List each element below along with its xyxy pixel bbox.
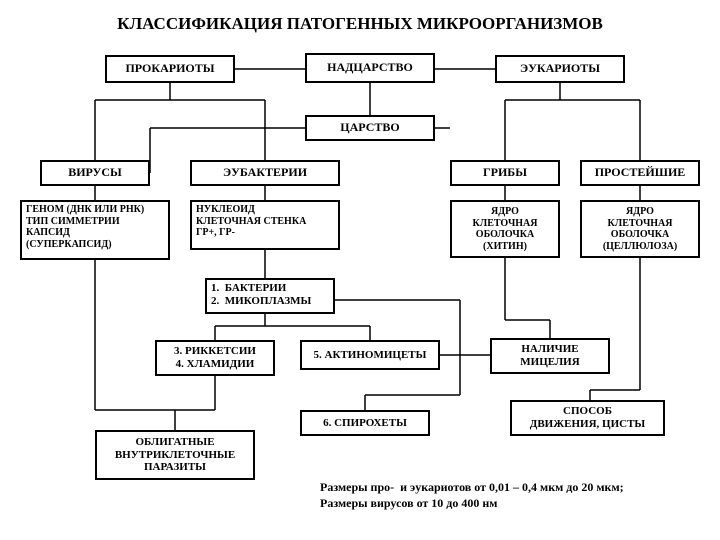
node-bakterii-mikoplazmy: 1. БАКТЕРИИ 2. МИКОПЛАЗМЫ [205,278,335,314]
node-nalichie-miceliya: НАЛИЧИЕ МИЦЕЛИЯ [490,338,610,374]
diagram-title: КЛАССИФИКАЦИЯ ПАТОГЕННЫХ МИКРООРГАНИЗМОВ [0,14,720,34]
node-aktinomicety: 5. АКТИНОМИЦЕТЫ [300,340,440,370]
node-detail-griby: ЯДРО КЛЕТОЧНАЯ ОБОЛОЧКА (ХИТИН) [450,200,560,258]
node-griby: ГРИБЫ [450,160,560,186]
node-detail-eubakterii: НУКЛЕОИД КЛЕТОЧНАЯ СТЕНКА ГР+, ГР- [190,200,340,250]
node-detail-prostejshie: ЯДРО КЛЕТОЧНАЯ ОБОЛОЧКА (ЦЕЛЛЮЛОЗА) [580,200,700,258]
node-obligatnye-parazity: ОБЛИГАТНЫЕ ВНУТРИКЛЕТОЧНЫЕ ПАРАЗИТЫ [95,430,255,480]
node-nadtsarstvo: НАДЦАРСТВО [305,53,435,83]
node-prostejshie: ПРОСТЕЙШИЕ [580,160,700,186]
node-detail-virusy: ГЕНОМ (ДНК ИЛИ РНК) ТИП СИММЕТРИИ КАПСИД… [20,200,170,260]
node-prokaryoty: ПРОКАРИОТЫ [105,55,235,83]
node-tsarstvo: ЦАРСТВО [305,115,435,141]
node-sposob-dvizheniya: СПОСОБ ДВИЖЕНИЯ, ЦИСТЫ [510,400,665,436]
node-spirohety: 6. СПИРОХЕТЫ [300,410,430,436]
footer-note: Размеры про- и эукариотов от 0,01 – 0,4 … [320,480,700,511]
node-eukaryoty: ЭУКАРИОТЫ [495,55,625,83]
node-rikketsii-hlamidii: 3. РИККЕТСИИ 4. ХЛАМИДИИ [155,340,275,376]
node-eubakterii: ЭУБАКТЕРИИ [190,160,340,186]
node-virusy: ВИРУСЫ [40,160,150,186]
